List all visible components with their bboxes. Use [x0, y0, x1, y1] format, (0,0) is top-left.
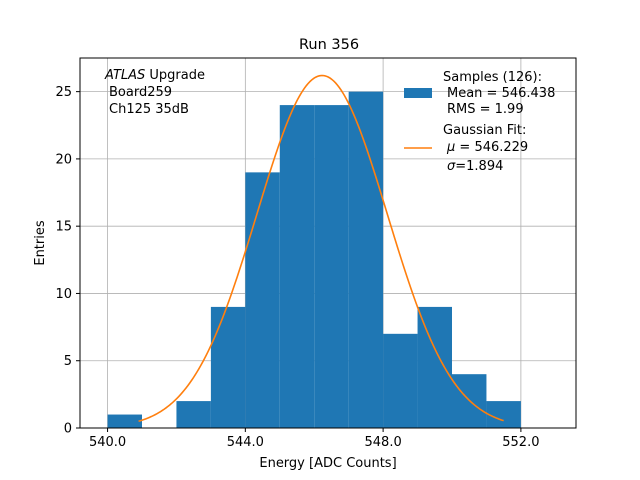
legend-samples-title: Samples (126): — [443, 70, 542, 85]
histogram-bar-0 — [107, 414, 142, 428]
legend: Samples (126): Mean = 546.438 RMS = 1.99… — [404, 70, 555, 174]
legend-fit-mu-symbol: μ — [446, 140, 455, 155]
x-axis-label: Energy [ADC Counts] — [259, 456, 396, 471]
y-axis-label: Entries — [33, 220, 48, 266]
x-tick-label-3: 552.0 — [502, 435, 539, 450]
annotation-upgrade: Upgrade — [145, 68, 205, 83]
histogram-bar-8 — [383, 333, 418, 428]
legend-fit-mu-value: = 546.229 — [455, 140, 528, 155]
annotation-board: Board259 — [109, 85, 172, 100]
histogram-bar-7 — [348, 91, 384, 429]
histogram-bar-6 — [314, 105, 349, 428]
y-tick-label-1: 5 — [64, 354, 72, 369]
legend-fit-sigma-value: =1.894 — [455, 159, 503, 174]
x-tick-label-1: 544.0 — [227, 435, 264, 450]
y-axis-ticks: 0 5 10 15 20 25 — [55, 85, 80, 437]
plot-frame — [79, 57, 577, 429]
y-tick-label-4: 20 — [55, 152, 72, 167]
y-tick-label-2: 10 — [55, 287, 72, 302]
annotation-atlas: ATLAS — [104, 68, 145, 83]
svg-text:σ=1.894: σ=1.894 — [447, 159, 503, 174]
x-tick-label-2: 548.0 — [365, 435, 402, 450]
histogram-bars — [107, 91, 521, 429]
histogram-bar-11 — [486, 401, 521, 428]
y-tick-label-0: 0 — [64, 422, 72, 437]
chart-title: Run 356 — [299, 37, 359, 53]
annotation: ATLAS Upgrade Board259 Ch125 35dB — [104, 68, 205, 117]
legend-fit-sigma-symbol: σ — [447, 159, 456, 174]
legend-samples-mean: Mean = 546.438 — [447, 86, 555, 101]
histogram-bar-2 — [176, 401, 211, 428]
annotation-channel: Ch125 35dB — [109, 102, 189, 117]
x-axis-ticks: 540.0 544.0 548.0 552.0 — [89, 428, 539, 450]
histogram-bar-5 — [279, 105, 315, 428]
svg-text:ATLAS Upgrade: ATLAS Upgrade — [104, 68, 205, 83]
legend-fit-title: Gaussian Fit: — [443, 123, 526, 138]
histogram-bar-9 — [417, 306, 452, 428]
legend-samples-rms: RMS = 1.99 — [447, 102, 524, 117]
legend-samples-swatch — [404, 88, 432, 98]
y-tick-label-3: 15 — [55, 220, 72, 235]
gaussian-fit-curve — [138, 74, 504, 423]
histogram-bar-3 — [210, 306, 246, 428]
svg-text:μ = 546.229: μ = 546.229 — [446, 140, 528, 155]
y-tick-label-5: 25 — [55, 85, 72, 100]
histogram-bar-4 — [245, 172, 280, 428]
x-tick-label-0: 540.0 — [89, 435, 126, 450]
